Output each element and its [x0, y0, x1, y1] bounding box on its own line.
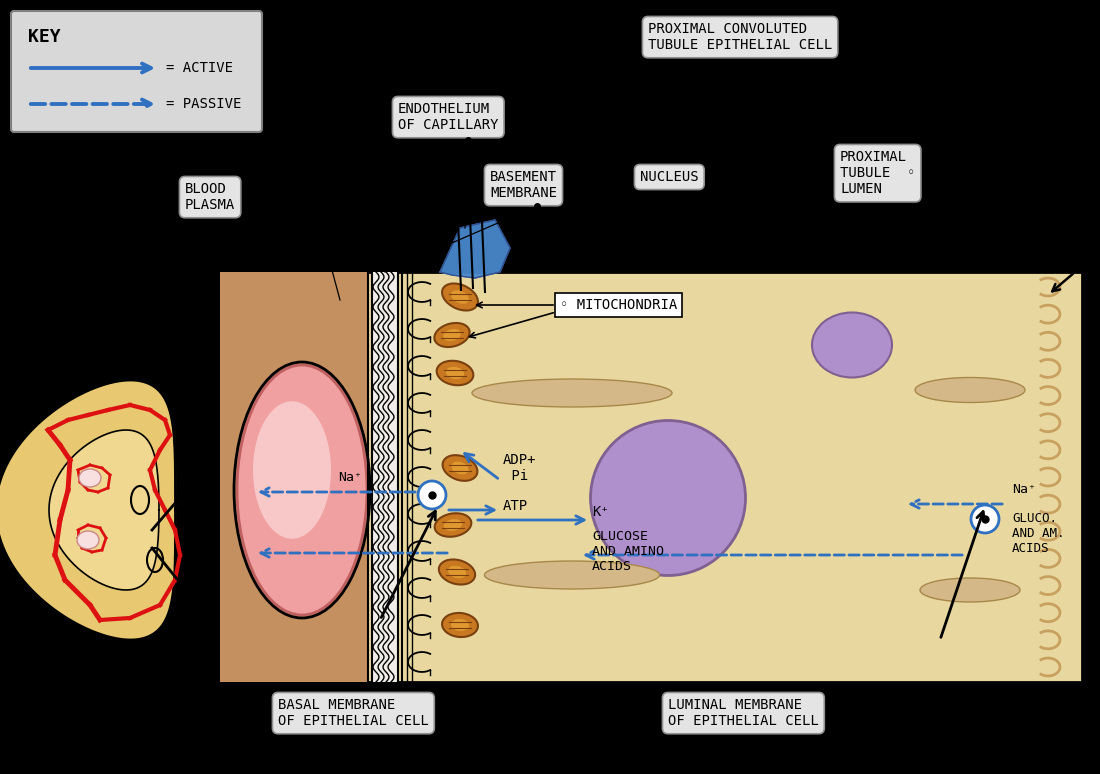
Ellipse shape — [442, 613, 478, 637]
Ellipse shape — [443, 329, 461, 341]
Ellipse shape — [591, 420, 746, 576]
Ellipse shape — [79, 469, 101, 487]
Circle shape — [971, 505, 999, 533]
Text: K⁺: K⁺ — [592, 505, 608, 519]
Ellipse shape — [434, 323, 470, 347]
Text: KEY: KEY — [28, 28, 60, 46]
Text: BLOOD
PLASMA: BLOOD PLASMA — [185, 182, 235, 212]
Ellipse shape — [451, 619, 469, 631]
Ellipse shape — [812, 313, 892, 378]
Text: = ACTIVE: = ACTIVE — [166, 61, 233, 75]
Text: Na⁺: Na⁺ — [338, 471, 362, 484]
Bar — [372, 272, 398, 682]
Bar — [220, 272, 1082, 682]
Text: ATP: ATP — [503, 499, 528, 513]
Ellipse shape — [442, 283, 478, 310]
Text: LUMINAL MEMBRANE
OF EPITHELIAL CELL: LUMINAL MEMBRANE OF EPITHELIAL CELL — [668, 698, 818, 728]
Polygon shape — [0, 380, 176, 640]
Ellipse shape — [451, 290, 469, 303]
Text: PROXIMAL
TUBULE  ◦
LUMEN: PROXIMAL TUBULE ◦ LUMEN — [840, 150, 915, 197]
Ellipse shape — [434, 513, 471, 537]
Text: ADP+
 Pi: ADP+ Pi — [503, 453, 537, 483]
Polygon shape — [440, 220, 510, 278]
FancyBboxPatch shape — [11, 11, 262, 132]
Ellipse shape — [77, 531, 99, 549]
Text: ENDOTHELIUM
OF CAPILLARY: ENDOTHELIUM OF CAPILLARY — [398, 102, 498, 132]
Ellipse shape — [437, 361, 473, 385]
Text: PROXIMAL CONVOLUTED
TUBULE EPITHELIAL CELL: PROXIMAL CONVOLUTED TUBULE EPITHELIAL CE… — [648, 22, 833, 52]
Ellipse shape — [439, 560, 475, 584]
Ellipse shape — [484, 561, 660, 589]
Circle shape — [418, 481, 446, 509]
Ellipse shape — [920, 578, 1020, 602]
Ellipse shape — [442, 455, 477, 481]
Text: BASEMENT
MEMBRANE: BASEMENT MEMBRANE — [490, 170, 557, 200]
Ellipse shape — [915, 378, 1025, 402]
Ellipse shape — [236, 365, 367, 615]
Ellipse shape — [446, 367, 464, 379]
Text: Na⁺: Na⁺ — [1012, 483, 1036, 496]
Text: ◦ MITOCHONDRIA: ◦ MITOCHONDRIA — [560, 298, 678, 312]
Text: GLUCOSE
AND AMINO
ACIDS: GLUCOSE AND AMINO ACIDS — [592, 530, 664, 573]
Ellipse shape — [443, 519, 462, 531]
Text: GLUCO.
AND AM.
ACIDS: GLUCO. AND AM. ACIDS — [1012, 512, 1065, 555]
Text: NUCLEUS: NUCLEUS — [640, 170, 698, 184]
Ellipse shape — [448, 566, 466, 578]
Ellipse shape — [451, 461, 469, 474]
Ellipse shape — [253, 401, 331, 539]
Ellipse shape — [472, 379, 672, 407]
Polygon shape — [50, 430, 160, 590]
Bar — [220, 272, 368, 682]
Text: = PASSIVE: = PASSIVE — [166, 97, 241, 111]
Text: BASAL MEMBRANE
OF EPITHELIAL CELL: BASAL MEMBRANE OF EPITHELIAL CELL — [278, 698, 429, 728]
